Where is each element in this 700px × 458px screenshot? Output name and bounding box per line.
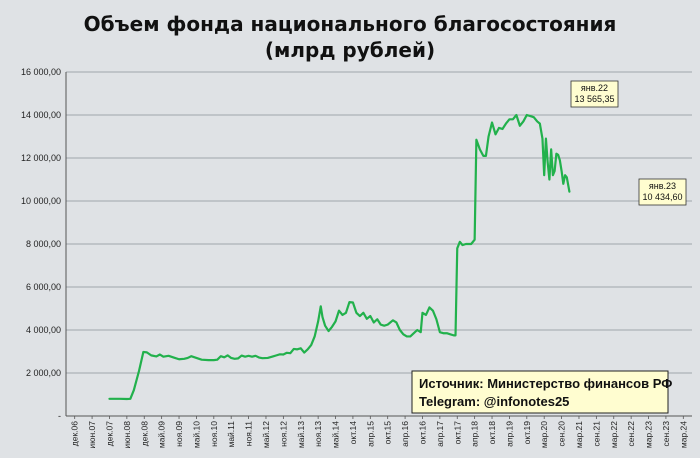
x-tick-label: сен.22 (626, 421, 636, 447)
y-tick-label: 6 000,00 (26, 282, 61, 292)
callout-box (638, 178, 687, 206)
callout-date: янв.22 (581, 83, 608, 93)
y-tick-label: 12 000,00 (21, 153, 61, 163)
x-tick-label: мар.21 (574, 421, 584, 448)
y-axis-tick-labels: - 2 000,00 4 000,00 6 000,00 8 000,00 10 000,… (21, 67, 61, 421)
callout-box (570, 80, 619, 108)
x-tick-label: окт.18 (487, 421, 497, 445)
callout-date: янв.23 (649, 181, 676, 191)
x-tick-label: окт.14 (348, 421, 358, 445)
x-tick-label: окт.16 (417, 421, 427, 445)
source-line: Источник: Министерство финансов РФ (419, 376, 672, 391)
series-line-0 (108, 113, 571, 401)
x-tick-label: мар.23 (644, 421, 654, 448)
y-tick-label: 4 000,00 (26, 325, 61, 335)
x-tick-label: май.11 (226, 421, 236, 448)
y-tick-label: 2 000,00 (26, 368, 61, 378)
x-tick-label: апр.18 (470, 421, 480, 447)
callout-value: 10 434,60 (642, 192, 682, 202)
chart-title-line1: Объем фонда национального благосостояния (84, 12, 617, 36)
x-tick-label: ноя.11 (244, 421, 254, 446)
x-tick-label: ноя.13 (313, 421, 323, 447)
x-tick-label: апр.15 (365, 421, 375, 447)
x-tick-label: мар.22 (609, 421, 619, 448)
x-tick-label: ноя.10 (209, 421, 219, 447)
x-tick-label: май.12 (261, 421, 271, 448)
x-axis-tick-labels: дек.06 июн.07 дек.07 июн.08 дек.08 май.09 ноя.… (70, 416, 688, 449)
source-box-frame (411, 370, 669, 414)
x-tick-label: окт.15 (383, 421, 393, 445)
x-tick-label: окт.17 (452, 421, 462, 445)
x-tick-label: май.14 (331, 421, 341, 448)
telegram-line: Telegram: @infonotes25 (419, 394, 569, 409)
y-tick-label: 10 000,00 (21, 196, 61, 206)
callout-value: 13 565,35 (574, 94, 614, 104)
gridlines (65, 71, 692, 417)
x-tick-label: май.09 (157, 421, 167, 448)
x-tick-label: мар.20 (539, 421, 549, 448)
y-tick-label: 16 000,00 (21, 67, 61, 77)
x-tick-label: июн.08 (122, 421, 132, 449)
chart-title-line2: (млрд рублей) (265, 38, 435, 62)
x-tick-label: май.13 (296, 421, 306, 448)
x-tick-label: июн.07 (87, 421, 97, 449)
source-box: Источник: Министерство финансов РФ Teleg… (411, 370, 672, 414)
x-tick-label: сен.20 (557, 421, 567, 447)
x-tick-label: дек.08 (139, 421, 149, 446)
x-tick-label: апр.16 (400, 421, 410, 447)
x-tick-label: апр.17 (435, 421, 445, 447)
x-tick-label: дек.06 (70, 421, 80, 446)
x-tick-label: ноя.12 (278, 421, 288, 447)
x-tick-label: май.10 (191, 421, 201, 448)
x-tick-label: сен.23 (661, 421, 671, 447)
x-tick-label: дек.07 (104, 421, 114, 446)
y-tick-label: 14 000,00 (21, 110, 61, 120)
y-tick-label: - (58, 411, 61, 421)
x-tick-label: сен.21 (591, 421, 601, 447)
x-tick-label: окт.19 (522, 421, 532, 445)
x-tick-label: ноя.09 (174, 421, 184, 447)
x-tick-label: мар.24 (678, 421, 688, 448)
x-tick-label: апр.19 (504, 421, 514, 447)
series-lines (108, 113, 571, 401)
y-tick-label: 8 000,00 (26, 239, 61, 249)
